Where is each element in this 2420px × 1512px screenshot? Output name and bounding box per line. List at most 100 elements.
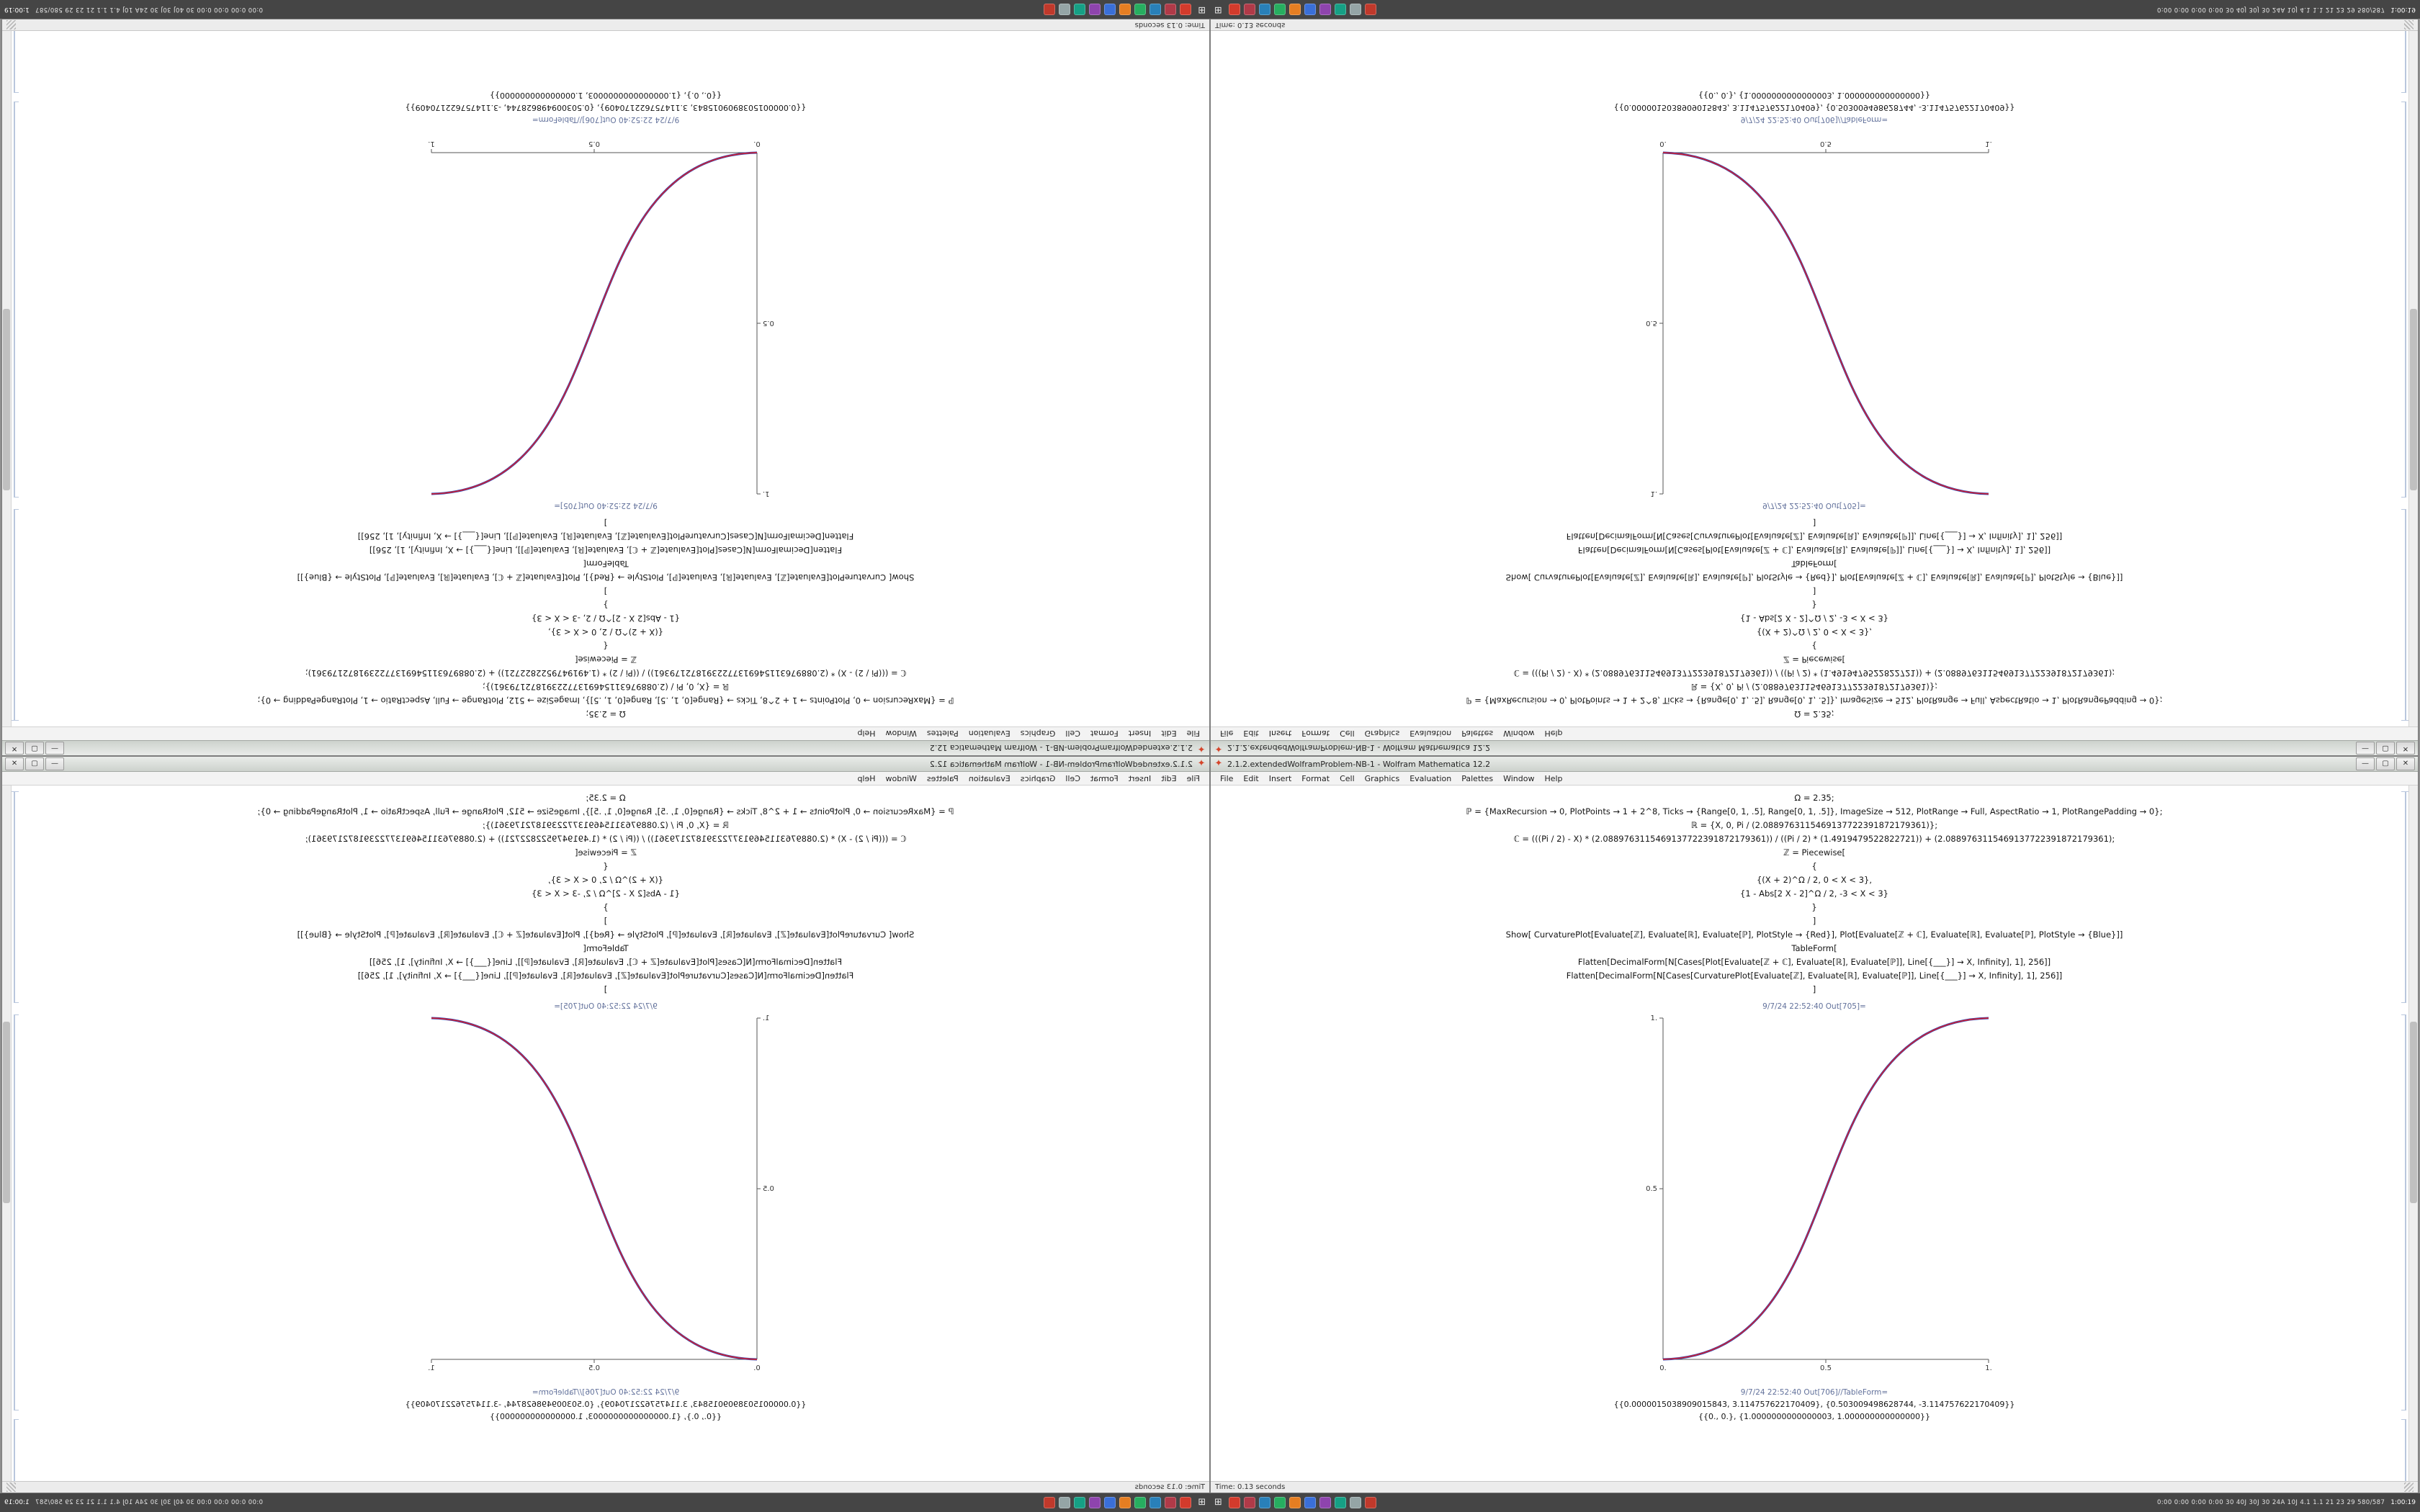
vertical-scrollbar[interactable] [2408,31,2418,726]
code-line[interactable]: Flatten[DecimalForm[N[Cases[Plot[Evaluat… [369,545,843,555]
menu-palettes[interactable]: Palettes [1461,773,1494,783]
vertical-scrollbar[interactable] [2,786,12,1481]
menu-edit[interactable]: Edit [1161,773,1177,783]
blue-app-icon[interactable] [1104,4,1116,15]
red-app-icon[interactable] [1364,1497,1376,1508]
menu-format[interactable]: Format [1090,773,1119,783]
orange-app-icon[interactable] [1119,1497,1131,1508]
menu-evaluation[interactable]: Evaluation [1410,729,1452,739]
purple-app-icon[interactable] [1089,1497,1101,1508]
menu-window[interactable]: Window [1503,729,1535,739]
code-line[interactable]: {(X + 2)^Ω / 2, 0 < X < 3}, [1756,875,1873,885]
code-line[interactable]: ] [1812,586,1816,596]
vertical-scrollbar[interactable] [2,31,12,726]
code-line[interactable]: ℂ = (((Pi / 2) - X) * (2.088976311546913… [305,834,907,844]
purple-app-icon[interactable] [1319,4,1331,15]
menu-cell[interactable]: Cell [1340,773,1355,783]
red-app-icon[interactable] [1044,1497,1056,1508]
code-line[interactable]: Show[ CurvaturePlot[Evaluate[ℤ], Evaluat… [297,572,915,582]
menu-insert[interactable]: Insert [1268,773,1292,783]
blue-app-icon[interactable] [1104,1497,1116,1508]
start-button[interactable]: ⊞ [1198,4,1206,15]
teal-app-icon[interactable] [1334,1497,1346,1508]
menu-evaluation[interactable]: Evaluation [1410,773,1452,783]
orange-app-icon[interactable] [1119,4,1131,15]
code-line[interactable]: ℝ = {X, 0, Pi / (2.088976311546913772239… [482,820,730,830]
table-cell-bracket[interactable] [2401,31,2406,93]
code-line[interactable]: } [603,600,609,610]
code-line[interactable]: } [1811,902,1817,912]
minimize-button[interactable]: — [45,757,64,770]
browser-app-icon[interactable] [1150,1497,1162,1508]
code-line[interactable]: {(X + 2)^Ω / 2, 0 < X < 3}, [1756,627,1873,637]
code-line[interactable]: ℙ = {MaxRecursion → 0, PlotPoints → 1 + … [1466,806,2163,816]
code-line[interactable]: Show[ CurvaturePlot[Evaluate[ℤ], Evaluat… [297,930,915,940]
scrollbar-thumb[interactable] [3,309,10,490]
menu-graphics[interactable]: Graphics [1020,729,1056,739]
menu-edit[interactable]: Edit [1243,773,1259,783]
code-line[interactable]: Ω = 2.35; [1794,793,1834,803]
document-app-icon[interactable] [1165,1497,1177,1508]
code-line[interactable]: } [1811,600,1817,610]
document-app-icon[interactable] [1243,1497,1255,1508]
menu-window[interactable]: Window [885,773,917,783]
code-line[interactable]: ℤ = Piecewise[ [575,847,637,858]
browser-app-icon[interactable] [1150,4,1162,15]
code-line[interactable]: {1 - Abs[2 X - 2]^Ω / 2, -3 < X < 3} [1740,888,1888,899]
menu-format[interactable]: Format [1301,773,1330,783]
close-button[interactable]: ✕ [2396,742,2415,755]
plot-cell-bracket[interactable] [2401,102,2406,498]
maximize-button[interactable]: ▢ [25,742,44,755]
code-line[interactable]: ] [604,518,608,528]
start-button[interactable]: ⊞ [1214,4,1222,15]
red-app-icon[interactable] [1364,4,1376,15]
menu-cell[interactable]: Cell [1065,729,1080,739]
menu-format[interactable]: Format [1301,729,1330,739]
code-line[interactable]: ℝ = {X, 0, Pi / (2.088976311546913772239… [482,682,730,692]
code-line[interactable]: Flatten[DecimalForm[N[Cases[CurvaturePlo… [1566,971,2063,981]
input-cell[interactable]: Ω = 2.35; ℙ = {MaxRecursion → 0, PlotPoi… [2,791,1209,996]
orange-app-icon[interactable] [1289,4,1301,15]
green-app-icon[interactable] [1134,4,1147,15]
vertical-scrollbar[interactable] [2408,786,2418,1481]
menu-palettes[interactable]: Palettes [926,729,959,739]
code-line[interactable]: ] [604,586,608,596]
input-cell[interactable]: Ω = 2.35; ℙ = {MaxRecursion → 0, PlotPoi… [2,516,1209,721]
browser-app-icon[interactable] [1258,4,1270,15]
code-line[interactable]: ℂ = (((Pi / 2) - X) * (2.088976311546913… [305,668,907,678]
code-line[interactable]: { [603,641,609,651]
menu-file[interactable]: File [1220,729,1234,739]
code-line[interactable]: ℤ = Piecewise[ [1783,654,1845,665]
plot-cell-bracket[interactable] [2401,1014,2406,1410]
document-app-icon[interactable] [1243,4,1255,15]
document-app-icon[interactable] [1165,4,1177,15]
code-line[interactable]: {1 - Abs[2 X - 2]^Ω / 2, -3 < X < 3} [532,613,680,624]
teal-app-icon[interactable] [1334,4,1346,15]
gray-app-icon[interactable] [1349,4,1361,15]
code-line[interactable]: ] [1812,984,1816,994]
code-line[interactable]: { [1811,861,1817,871]
code-line[interactable]: ℝ = {X, 0, Pi / (2.088976311546913772239… [1690,682,1938,692]
mathematica-taskbar-icon[interactable] [1228,1497,1240,1508]
red-app-icon[interactable] [1044,4,1056,15]
close-button[interactable]: ✕ [5,742,24,755]
table-cell-bracket[interactable] [14,1419,19,1481]
browser-app-icon[interactable] [1258,1497,1270,1508]
input-cell[interactable]: Ω = 2.35; ℙ = {MaxRecursion → 0, PlotPoi… [1211,791,2418,996]
code-line[interactable]: Flatten[DecimalForm[N[Cases[CurvaturePlo… [357,971,854,981]
maximize-button[interactable]: ▢ [2376,742,2395,755]
code-line[interactable]: } [603,902,609,912]
gray-app-icon[interactable] [1059,4,1071,15]
input-cell-bracket[interactable] [2401,791,2406,1003]
code-line[interactable]: TableForm[ [583,943,629,953]
code-line[interactable]: Ω = 2.35; [586,793,626,803]
menu-window[interactable]: Window [1503,773,1535,783]
window-titlebar[interactable]: ✦ 2.1.2.extendedWolframProblem-NB-1 - Wo… [1211,740,2418,755]
menu-cell[interactable]: Cell [1340,729,1355,739]
minimize-button[interactable]: — [45,742,64,755]
menu-help[interactable]: Help [1544,729,1563,739]
code-line[interactable]: Show[ CurvaturePlot[Evaluate[ℤ], Evaluat… [1505,930,2123,940]
gray-app-icon[interactable] [1349,1497,1361,1508]
menu-palettes[interactable]: Palettes [926,773,959,783]
code-line[interactable]: {(X + 2)^Ω / 2, 0 < X < 3}, [547,875,664,885]
